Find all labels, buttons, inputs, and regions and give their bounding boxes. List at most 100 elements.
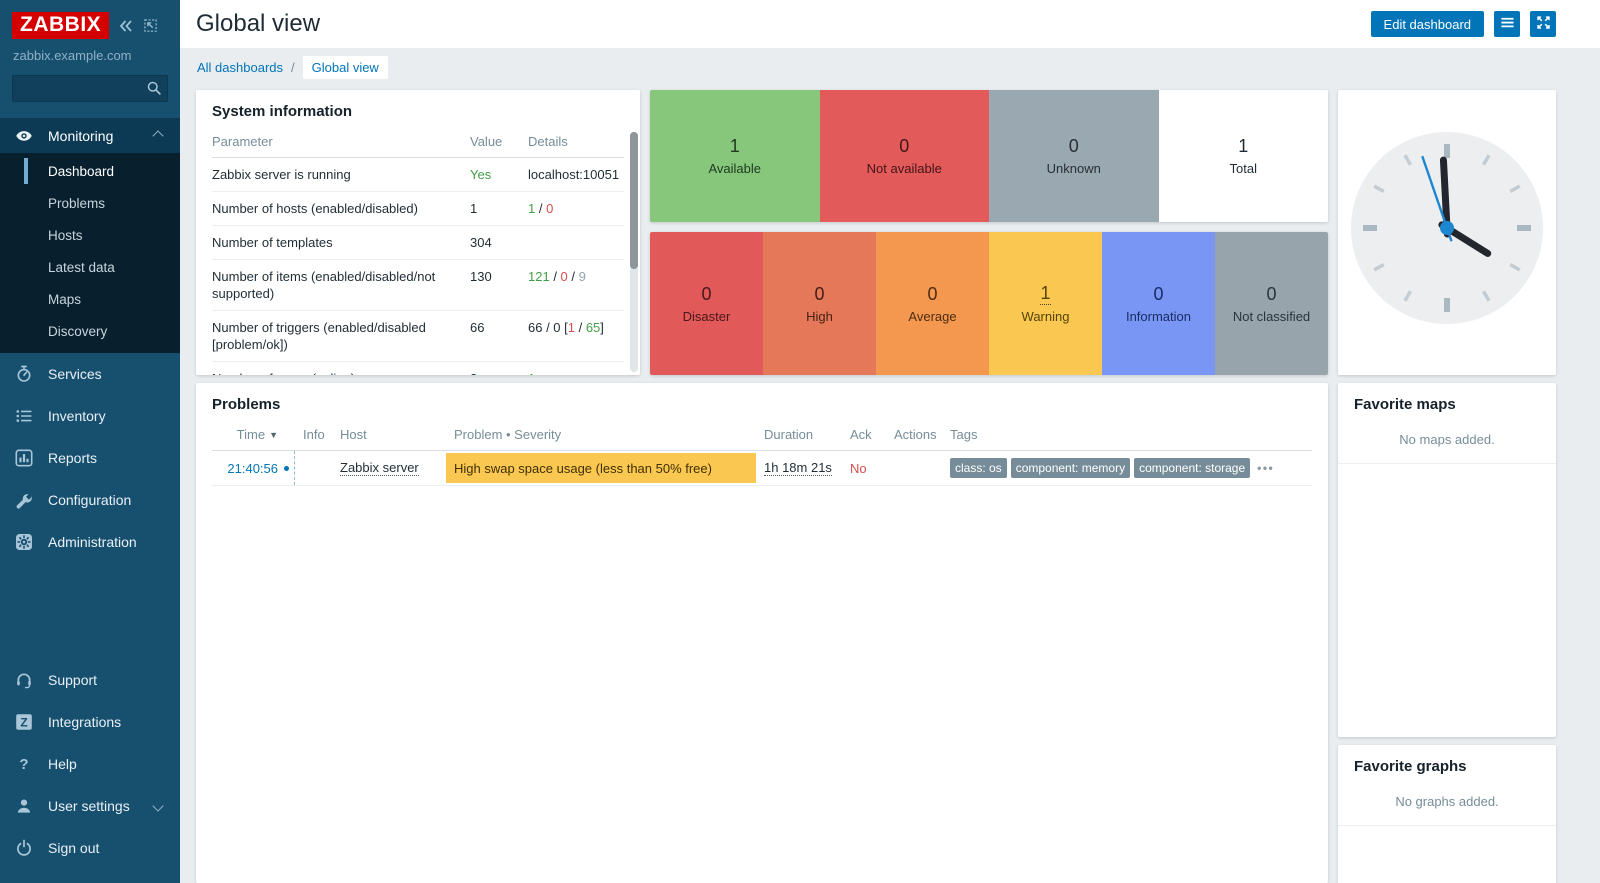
- sidebar-item-maps[interactable]: Maps: [0, 283, 180, 315]
- sidebar-item-hosts[interactable]: Hosts: [0, 219, 180, 251]
- sidebar-item-label: Integrations: [48, 714, 122, 730]
- widget-title: System information: [212, 103, 353, 120]
- column-header-host[interactable]: Host: [340, 427, 367, 442]
- sidebar-item-services[interactable]: Services: [0, 353, 180, 395]
- breadcrumb-current[interactable]: Global view: [302, 55, 388, 79]
- severity-high[interactable]: 0 High: [763, 232, 876, 375]
- problem-duration-cell: 1h 18m 21s: [756, 451, 848, 485]
- event-dot-icon: [283, 465, 289, 471]
- parameter-cell: Number of users (online): [212, 370, 470, 375]
- breadcrumb-all-dashboards[interactable]: All dashboards: [197, 59, 283, 75]
- breadcrumb: All dashboards / Global view: [180, 48, 1600, 86]
- column-header-info[interactable]: Info: [303, 427, 325, 442]
- count-label: High: [806, 308, 833, 324]
- host-link[interactable]: Zabbix server: [340, 460, 419, 476]
- tag-badge[interactable]: component: storage: [1134, 458, 1251, 478]
- column-header-actions[interactable]: Actions: [894, 427, 937, 442]
- count-value: 0: [814, 283, 825, 304]
- more-tags-button[interactable]: •••: [1257, 461, 1275, 475]
- sidebar-item-label: Monitoring: [48, 127, 114, 144]
- sidebar-item-user-settings[interactable]: User settings: [0, 785, 180, 827]
- count-label: Information: [1125, 308, 1192, 324]
- favorite-graphs-widget: Favorite graphs No graphs added.: [1338, 745, 1556, 883]
- sidebar-item-help[interactable]: ? Help: [0, 743, 180, 785]
- severity-warning[interactable]: 1 Warning: [989, 232, 1102, 375]
- zabbix-logo[interactable]: ZABBIX: [12, 12, 110, 40]
- sidebar-item-administration[interactable]: Administration: [0, 521, 180, 563]
- severity-disaster[interactable]: 0 Disaster: [650, 232, 763, 375]
- ack-link[interactable]: No: [850, 460, 867, 476]
- sidebar-item-label: Administration: [48, 534, 137, 551]
- count-value: 0: [1068, 136, 1079, 156]
- tag-badge[interactable]: component: memory: [1010, 458, 1131, 478]
- host-availability-total[interactable]: 1 Total: [1158, 90, 1328, 222]
- sidebar-item-integrations[interactable]: Z Integrations: [0, 701, 180, 743]
- problem-actions-cell: [886, 451, 950, 485]
- column-header-value: Value: [470, 134, 503, 149]
- host-availability-available[interactable]: 1 Available: [650, 90, 820, 222]
- scrollbar[interactable]: [630, 132, 638, 372]
- search-input[interactable]: [12, 75, 168, 103]
- count-value: 0: [1153, 283, 1164, 304]
- problem-time-link[interactable]: 21:40:56: [227, 460, 278, 476]
- column-header-time[interactable]: Time ▼: [236, 427, 278, 442]
- value-cell: 1: [470, 201, 478, 216]
- sidebar-item-reports[interactable]: Reports: [0, 437, 180, 479]
- sidebar-item-inventory[interactable]: Inventory: [0, 395, 180, 437]
- hamburger-menu-button[interactable]: [1494, 11, 1520, 37]
- column-header-tags[interactable]: Tags: [950, 427, 978, 442]
- sidebar-item-support[interactable]: Support: [0, 659, 180, 701]
- sidebar-item-label: Sign out: [48, 840, 100, 856]
- count-label: Unknown: [1046, 161, 1101, 176]
- value-cell: 2: [470, 370, 528, 375]
- problem-name-cell[interactable]: High swap space usage (less than 50% fre…: [446, 453, 756, 483]
- sidebar-item-discovery[interactable]: Discovery: [0, 315, 180, 347]
- dock-sidebar-icon[interactable]: [143, 18, 158, 33]
- column-header-details: Details: [528, 134, 568, 149]
- sidebar-item-problems[interactable]: Problems: [0, 187, 180, 219]
- severity-average[interactable]: 0 Average: [876, 232, 989, 375]
- empty-state-text: No maps added.: [1338, 420, 1556, 464]
- parameter-cell: Number of templates: [212, 235, 333, 250]
- sidebar-submenu-monitoring: Dashboard Problems Hosts Latest data Maps Dis…: [0, 153, 180, 354]
- duration-value[interactable]: 1h 18m 21s: [764, 460, 832, 476]
- fullscreen-button[interactable]: [1530, 11, 1556, 37]
- hamburger-icon: [1500, 15, 1515, 33]
- severity-information[interactable]: 0 Information: [1102, 232, 1215, 375]
- severity-not-classified[interactable]: 0 Not classified: [1215, 232, 1328, 375]
- details-cell: 1 / 0: [528, 201, 554, 216]
- sidebar-search: [12, 75, 168, 103]
- analog-clock: [1351, 132, 1543, 324]
- host-availability-unknown[interactable]: 0 Unknown: [989, 90, 1159, 222]
- host-availability-not-available[interactable]: 0 Not available: [819, 90, 989, 222]
- double-chevron-left-icon[interactable]: [118, 18, 134, 34]
- power-icon: [15, 839, 48, 857]
- count-value[interactable]: 1: [1040, 283, 1051, 305]
- host-availability-widget: 1 Available 0 Not available 0 Unknown 1 Total: [650, 90, 1328, 222]
- count-value: 0: [899, 136, 910, 156]
- problem-tags-cell: class: os component: memory component: sto…: [950, 451, 1312, 485]
- problem-info-cell: [294, 451, 340, 485]
- sidebar-item-monitoring[interactable]: Monitoring: [0, 118, 180, 154]
- clock-widget: [1338, 90, 1556, 375]
- count-label: Not available: [866, 161, 942, 176]
- edit-dashboard-button[interactable]: Edit dashboard: [1370, 11, 1484, 37]
- sidebar-item-dashboard[interactable]: Dashboard: [0, 155, 180, 187]
- breadcrumb-separator: /: [291, 59, 295, 75]
- main-content: Global view Edit dashboard All dashboard…: [180, 0, 1600, 883]
- chevron-up-icon: [152, 129, 164, 142]
- page-title: Global view: [196, 10, 321, 37]
- table-row: Number of triggers (enabled/disabled [pr…: [212, 311, 624, 362]
- column-header-problem-severity[interactable]: Problem • Severity: [454, 427, 562, 442]
- sidebar-item-sign-out[interactable]: Sign out: [0, 827, 180, 869]
- count-value: 0: [1266, 283, 1277, 304]
- tag-badge[interactable]: class: os: [950, 458, 1007, 478]
- sidebar-item-configuration[interactable]: Configuration: [0, 479, 180, 521]
- column-header-ack[interactable]: Ack: [850, 427, 872, 442]
- sidebar-item-latest-data[interactable]: Latest data: [0, 251, 180, 283]
- svg-text:Z: Z: [20, 715, 27, 729]
- problems-by-severity-widget: 0 Disaster 0 High 0 Average 1 Warning 0 Informati…: [650, 232, 1328, 375]
- scrollbar-thumb[interactable]: [630, 132, 638, 269]
- search-icon[interactable]: [146, 80, 162, 99]
- column-header-duration[interactable]: Duration: [764, 427, 814, 442]
